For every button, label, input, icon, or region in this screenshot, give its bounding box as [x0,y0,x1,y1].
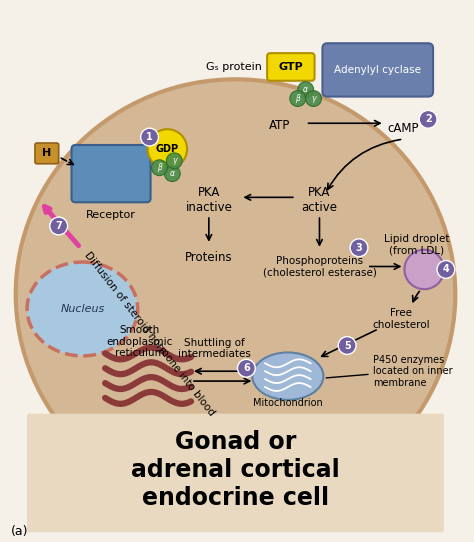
Circle shape [147,129,187,169]
Circle shape [152,160,167,176]
FancyBboxPatch shape [72,145,151,202]
Text: Diffusion of steroid hormone into blood: Diffusion of steroid hormone into blood [82,250,217,417]
Text: PKA
active: PKA active [301,186,337,214]
Ellipse shape [252,352,323,400]
Circle shape [306,91,321,106]
Text: (a): (a) [11,525,29,538]
Circle shape [350,239,368,256]
Circle shape [404,250,444,289]
FancyBboxPatch shape [35,143,59,164]
Text: ATP: ATP [269,119,291,132]
Circle shape [437,261,455,279]
FancyBboxPatch shape [27,414,444,532]
Text: β: β [295,94,300,103]
FancyBboxPatch shape [267,53,315,81]
Text: γ: γ [172,156,176,165]
Text: 5: 5 [344,340,350,351]
Circle shape [290,91,306,106]
FancyBboxPatch shape [322,43,433,96]
Text: 4: 4 [443,264,449,274]
Text: Receptor: Receptor [86,210,136,220]
Text: cAMP: cAMP [388,122,419,135]
Text: Shuttling of
intermediates: Shuttling of intermediates [178,338,251,359]
Circle shape [419,111,437,128]
Circle shape [298,82,313,98]
Text: Mitochondrion: Mitochondrion [253,398,323,408]
Text: Adenylyl cyclase: Adenylyl cyclase [334,65,421,75]
Text: H: H [42,148,52,158]
Text: P450 enzymes
located on inner
membrane: P450 enzymes located on inner membrane [373,354,453,388]
Ellipse shape [27,262,138,356]
Circle shape [166,153,182,169]
Text: 7: 7 [55,221,62,231]
Text: Gₛ protein: Gₛ protein [206,62,262,72]
Circle shape [338,337,356,354]
Text: Lipid droplet
(from LDL): Lipid droplet (from LDL) [383,234,449,256]
Text: α: α [170,169,175,178]
Text: 6: 6 [243,363,250,373]
Text: 3: 3 [356,243,362,253]
Circle shape [237,359,255,377]
Circle shape [141,128,158,146]
Ellipse shape [16,79,456,509]
Text: Phosphoproteins
(cholesterol esterase): Phosphoproteins (cholesterol esterase) [263,256,376,278]
Text: Gonad or
adrenal cortical
endocrine cell: Gonad or adrenal cortical endocrine cell [131,430,340,510]
Text: 2: 2 [425,114,431,124]
Text: Free
cholesterol: Free cholesterol [373,308,430,330]
Circle shape [50,217,68,235]
Circle shape [164,166,180,182]
Text: γ: γ [311,94,316,103]
Text: Nucleus: Nucleus [60,304,105,314]
Text: β: β [157,163,162,172]
Text: 1: 1 [146,132,153,142]
Text: GTP: GTP [278,62,303,72]
Text: α: α [303,85,308,94]
Text: PKA
inactive: PKA inactive [185,186,232,214]
Text: Proteins: Proteins [185,251,233,264]
Text: Smooth
endoplasmic
reticulum: Smooth endoplasmic reticulum [107,325,173,358]
Text: GDP: GDP [156,144,179,154]
